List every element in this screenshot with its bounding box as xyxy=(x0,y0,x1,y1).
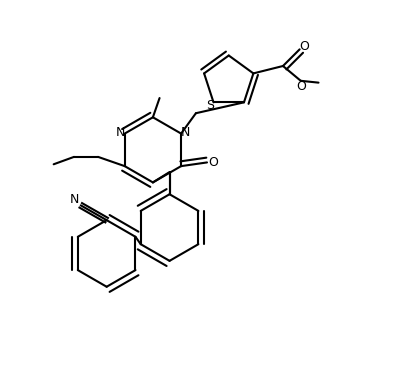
Text: O: O xyxy=(296,80,306,93)
Text: N: N xyxy=(115,126,125,139)
Text: N: N xyxy=(180,126,190,139)
Text: O: O xyxy=(208,156,218,169)
Text: N: N xyxy=(69,193,79,206)
Text: O: O xyxy=(298,40,308,53)
Text: S: S xyxy=(206,99,214,112)
